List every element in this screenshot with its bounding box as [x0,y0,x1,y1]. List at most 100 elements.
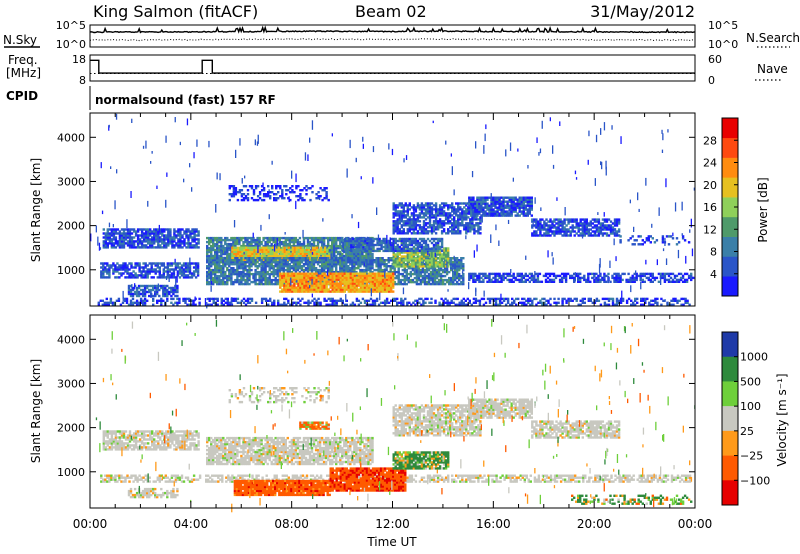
power-cell [187,230,190,233]
power-cell [358,241,361,245]
power-cell [309,301,312,304]
power-cell [331,278,334,281]
power-cell [164,266,167,269]
power-cell [143,301,147,304]
power-cell [398,263,401,266]
power-cell [341,286,344,289]
power-cell [236,272,239,276]
power-cell [297,284,300,287]
power-cell [456,263,459,266]
power-cell [375,259,378,262]
power-cell [256,278,259,282]
power-cell [190,274,194,277]
power-cell [224,263,227,266]
power-cell [488,297,492,301]
power-cell [142,268,145,271]
power-cell [238,274,241,278]
power-cell [472,297,476,301]
power-cell [348,239,351,243]
power-cell [111,303,115,306]
power-cell [373,288,377,291]
power-cell [226,250,229,254]
power-cell [206,303,209,306]
power-cell [362,239,365,243]
power-cell [439,280,443,284]
power-cell [266,272,269,276]
power-cell [347,250,350,254]
power-cell [557,297,560,301]
power-cell [355,299,359,302]
power-cell [283,280,286,283]
power-cell [427,272,431,276]
power-cell [498,297,502,301]
power-cell [268,267,271,270]
power-cell [392,297,395,301]
power-cell [106,246,109,249]
power-cell [216,250,219,254]
power-cell [236,276,239,280]
power-cell [310,244,314,248]
power-cell [117,297,121,301]
power-cell [178,297,181,301]
power-cell [357,272,361,275]
power-cell [296,263,300,266]
power-cell [235,254,238,257]
power-cell [281,276,284,279]
power-cell [307,282,310,285]
power-cell [218,256,221,260]
power-cell [474,301,478,304]
power-cell [285,297,288,301]
power-cell [216,257,219,260]
power-cell [343,263,346,266]
power-cell [206,248,209,252]
power-cell [144,272,147,275]
power-cell [611,301,615,304]
power-cell [359,265,362,268]
power-cell [237,248,240,251]
power-cell [335,272,338,275]
power-cell [383,286,387,289]
power-cell [206,244,209,248]
power-cell [226,303,229,306]
power-cell [421,268,425,272]
power-cell [306,257,310,260]
power-cell [333,259,336,262]
power-cell [212,297,215,301]
power-cell [190,262,194,265]
power-cell [388,276,391,279]
power-cell [398,251,401,254]
power-cell [331,280,334,283]
power-cell [303,276,306,279]
power-cell [443,274,447,278]
power-cell [337,259,340,262]
power-cell [408,265,411,268]
power-cell [427,282,431,286]
power-cell [349,272,352,275]
power-cell [106,268,109,271]
power-cell [245,252,248,255]
power-cell [291,274,294,277]
power-cell [343,290,346,293]
power-cell [462,274,465,278]
power-cell [297,272,300,275]
power-cell [222,303,225,306]
power-cell [150,270,153,273]
power-cell [274,259,277,262]
power-cell [359,260,362,264]
power-cell [272,278,275,282]
power-cell [412,255,416,258]
power-cell [210,259,213,262]
power-cell [162,292,165,296]
power-cell [206,252,209,256]
power-cell [298,261,302,264]
power-cell [341,280,344,283]
power-cell [454,270,457,274]
power-cell [280,263,283,266]
power-cell [252,244,255,248]
power-cell [603,297,607,301]
power-cell [381,257,384,260]
power-cell [230,274,233,278]
power-cell [285,290,288,293]
power-cell [347,282,350,285]
power-cell [523,303,526,306]
